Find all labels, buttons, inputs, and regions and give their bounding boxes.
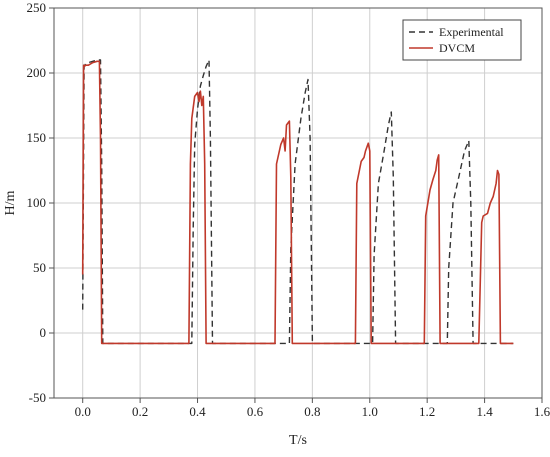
legend-label-dvcm: DVCM (439, 41, 475, 55)
x-tick-label: 1.6 (534, 404, 550, 419)
x-tick-label: 1.4 (476, 404, 493, 419)
x-axis-title: T/s (289, 433, 307, 448)
x-tick-label: 0.6 (247, 404, 264, 419)
x-tick-label: 0.4 (189, 404, 206, 419)
y-tick-label: 100 (27, 195, 47, 210)
y-tick-label: 150 (27, 130, 47, 145)
x-tick-label: 0.8 (304, 404, 320, 419)
y-tick-label: 0 (40, 325, 47, 340)
y-tick-label: -50 (29, 390, 46, 405)
x-tick-label: 0.0 (75, 404, 91, 419)
series-line-dvcm (81, 60, 514, 345)
series-line-experimental (82, 59, 514, 345)
axes: 0.0 0.2 0.4 0.6 0.8 1.0 1.2 1.4 1.6 -50 0 50 100 150 2… (27, 0, 550, 419)
legend-label-experimental: Experimental (439, 25, 504, 39)
y-axis-title: H/m (3, 190, 18, 215)
y-tick-label: 50 (33, 260, 46, 275)
grid (54, 7, 543, 399)
y-tick-label: 200 (27, 65, 47, 80)
y-tick-label: 250 (27, 0, 47, 15)
x-tick-label: 1.0 (362, 404, 378, 419)
x-tick-label: 1.2 (419, 404, 435, 419)
legend: Experimental DVCM (402, 19, 522, 61)
series-group (81, 59, 514, 345)
x-tick-label: 0.2 (132, 404, 148, 419)
legend-box (402, 19, 522, 61)
